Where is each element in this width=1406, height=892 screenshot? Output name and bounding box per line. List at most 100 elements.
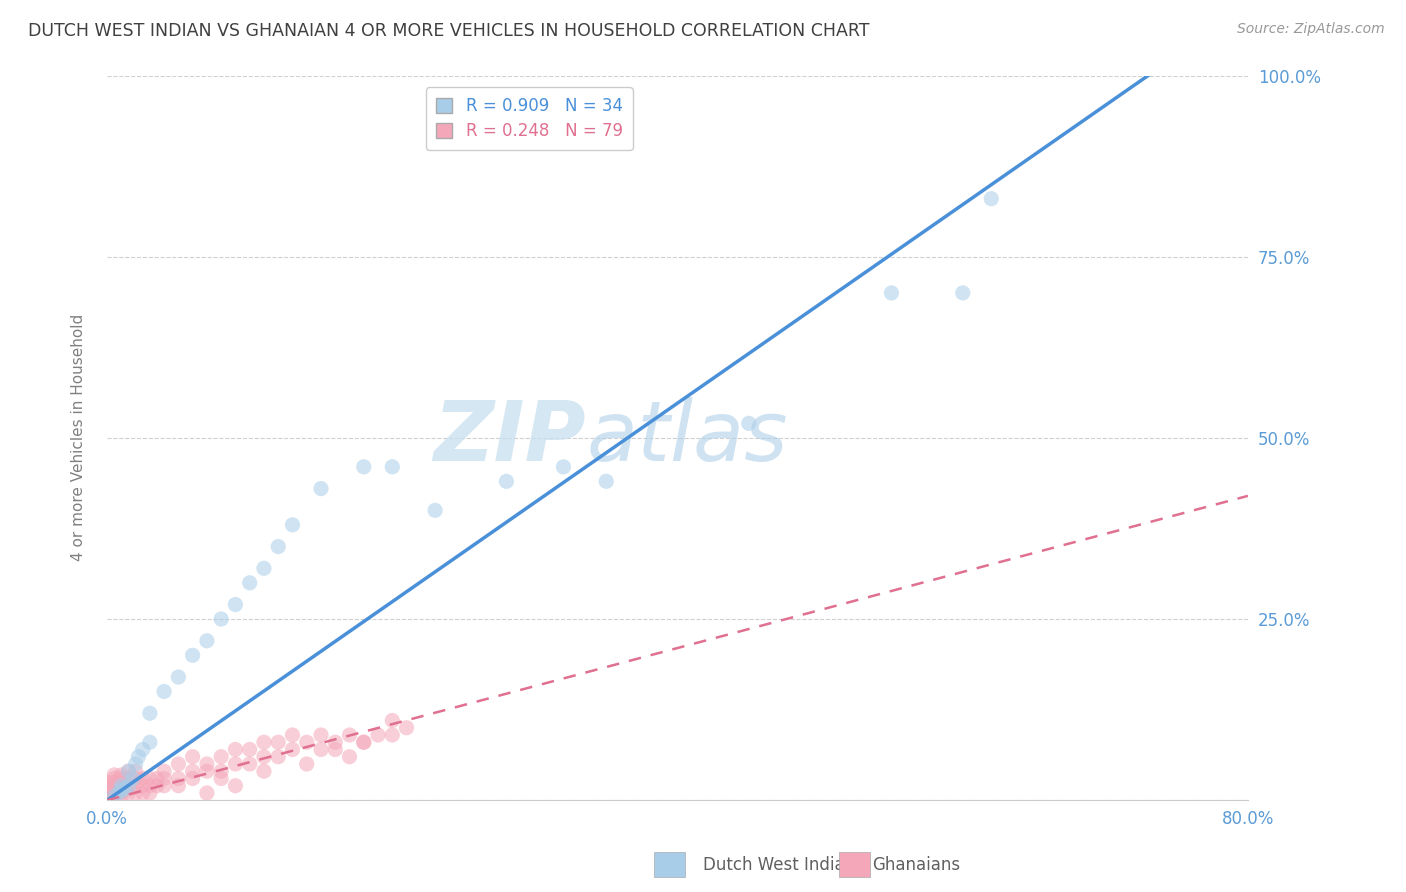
Text: ZIP: ZIP (433, 397, 586, 478)
Point (96, 784, 118, 798)
Point (96, 780, 118, 794)
Point (110, 789, 132, 804)
Point (110, 782, 132, 797)
Point (281, 742, 304, 756)
Point (103, 768, 125, 782)
Point (117, 779, 139, 793)
Point (195, 633, 218, 648)
Point (952, 285, 974, 300)
Point (124, 779, 146, 793)
Point (167, 756, 190, 771)
Point (980, 192, 1002, 206)
Point (124, 786, 146, 800)
Point (353, 735, 375, 749)
Point (381, 459, 404, 474)
Point (323, 742, 346, 756)
Point (139, 786, 162, 800)
Point (103, 786, 125, 800)
Point (181, 749, 204, 764)
Point (309, 482, 332, 496)
Point (353, 735, 375, 749)
Point (153, 772, 176, 786)
Point (281, 728, 304, 742)
Point (117, 779, 139, 793)
Text: Source: ZipAtlas.com: Source: ZipAtlas.com (1237, 22, 1385, 37)
Point (117, 786, 139, 800)
Point (339, 749, 361, 764)
Point (153, 779, 176, 793)
Point (124, 756, 146, 771)
Point (153, 764, 176, 779)
Point (181, 764, 204, 779)
Point (139, 779, 162, 793)
Point (381, 714, 404, 728)
Point (146, 772, 169, 786)
Point (295, 756, 318, 771)
Point (495, 475, 517, 489)
Point (167, 670, 190, 684)
Point (209, 764, 232, 779)
Point (153, 684, 176, 698)
Point (110, 779, 132, 793)
Text: atlas: atlas (586, 397, 787, 478)
Point (209, 612, 232, 626)
Point (423, 503, 446, 517)
Point (132, 779, 155, 793)
Point (323, 735, 346, 749)
Point (267, 540, 290, 554)
Point (121, 772, 143, 786)
Point (96, 775, 118, 789)
Point (139, 735, 162, 749)
Point (595, 475, 617, 489)
Text: Ghanaians: Ghanaians (872, 855, 960, 873)
Point (96, 779, 118, 793)
Text: Dutch West Indians: Dutch West Indians (703, 855, 863, 873)
Point (103, 772, 125, 786)
Point (110, 782, 132, 797)
Point (117, 764, 139, 779)
Point (96, 782, 118, 797)
Point (209, 749, 232, 764)
Point (239, 756, 262, 771)
Point (239, 742, 262, 756)
Point (110, 772, 132, 786)
Point (110, 768, 132, 782)
Point (107, 786, 129, 800)
Point (110, 779, 132, 793)
Point (124, 772, 146, 786)
Point (181, 648, 204, 663)
Y-axis label: 4 or more Vehicles in Household: 4 or more Vehicles in Household (72, 314, 86, 561)
Point (195, 764, 218, 779)
Point (295, 735, 318, 749)
Point (103, 782, 125, 797)
Point (167, 779, 190, 793)
Point (132, 772, 155, 786)
Point (117, 764, 139, 779)
Point (127, 749, 149, 764)
Point (253, 764, 276, 779)
Point (267, 749, 290, 764)
Point (880, 285, 903, 300)
Legend: R = 0.909   N = 34, R = 0.248   N = 79: R = 0.909 N = 34, R = 0.248 N = 79 (426, 87, 633, 150)
Point (195, 786, 218, 800)
Point (367, 728, 389, 742)
Point (281, 517, 304, 532)
Point (96, 786, 118, 800)
Point (132, 786, 155, 800)
Point (224, 779, 246, 793)
Point (167, 772, 190, 786)
Point (117, 772, 139, 786)
Point (112, 782, 135, 797)
Point (181, 772, 204, 786)
Point (253, 735, 276, 749)
Point (253, 749, 276, 764)
Point (267, 735, 290, 749)
Point (96, 789, 118, 804)
Point (195, 756, 218, 771)
Point (309, 742, 332, 756)
Point (339, 728, 361, 742)
Point (353, 459, 375, 474)
Point (253, 561, 276, 575)
Point (738, 417, 761, 431)
Point (132, 742, 155, 756)
